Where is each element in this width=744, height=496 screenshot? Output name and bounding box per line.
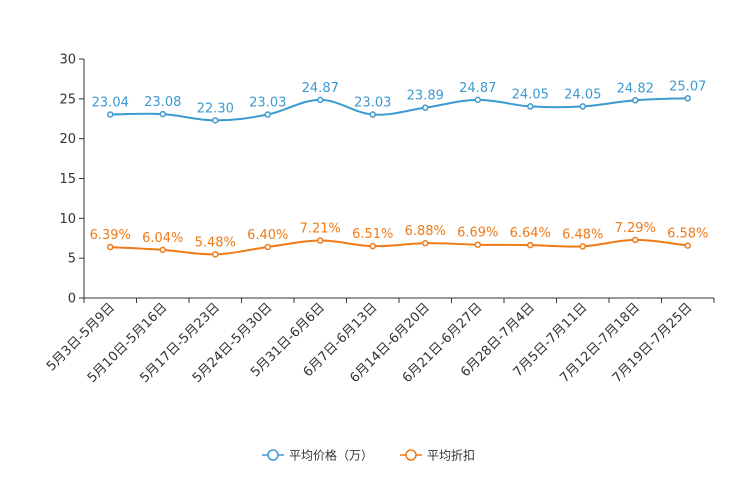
data-point[interactable] <box>107 111 114 118</box>
data-point[interactable] <box>212 251 219 258</box>
data-label: 25.07 <box>669 79 706 94</box>
series-1: 6.39% 6.04% 5.48% 6.40% 7.21% 6.51% 6.88% 6.69%… <box>90 221 708 258</box>
legend-item-1[interactable]: 平均折扣 <box>400 448 475 463</box>
data-point[interactable] <box>159 110 166 118</box>
legend-label: 平均折扣 <box>427 448 475 463</box>
data-point[interactable] <box>474 96 481 104</box>
data-label: 6.88% <box>405 224 446 239</box>
y-tick-label: 30 <box>59 53 76 68</box>
data-label: 6.64% <box>510 226 551 241</box>
data-label: 24.82 <box>617 81 654 96</box>
data-label: 23.08 <box>144 95 181 110</box>
data-label: 23.04 <box>92 95 129 110</box>
legend-item-0[interactable]: 平均价格（万） <box>262 448 373 463</box>
data-label: 6.69% <box>457 226 498 241</box>
data-label: 24.87 <box>459 81 496 96</box>
data-label: 24.05 <box>512 87 549 102</box>
y-tick-label: 10 <box>59 212 76 227</box>
data-point[interactable] <box>422 239 429 247</box>
data-point[interactable] <box>684 95 691 102</box>
series-layer: 23.04 23.08 22.30 23.03 24.87 23.03 23.89 24.87… <box>90 79 708 258</box>
series-line <box>110 97 688 122</box>
data-point[interactable] <box>527 241 534 249</box>
legend-circle-icon <box>267 449 279 461</box>
data-label: 7.29% <box>615 221 656 236</box>
data-label: 23.03 <box>249 96 286 111</box>
data-label: 6.39% <box>90 228 131 243</box>
data-point[interactable] <box>579 243 586 250</box>
y-tick-label: 15 <box>59 172 76 187</box>
data-point[interactable] <box>212 117 219 124</box>
data-point[interactable] <box>422 104 429 111</box>
data-point[interactable] <box>264 111 271 118</box>
data-point[interactable] <box>474 241 481 248</box>
data-label: 24.05 <box>564 87 601 102</box>
data-point[interactable] <box>632 236 639 244</box>
y-axis: 0 5 10 15 20 25 30 <box>59 53 85 307</box>
data-label: 6.40% <box>247 228 288 243</box>
data-label: 7.21% <box>300 222 341 237</box>
data-point[interactable] <box>317 237 324 244</box>
legend-circle-icon <box>405 449 417 461</box>
data-label: 6.58% <box>667 227 708 242</box>
data-label: 22.30 <box>197 101 234 116</box>
series-0: 23.04 23.08 22.30 23.03 24.87 23.03 23.89 24.87… <box>92 79 706 124</box>
data-point[interactable] <box>369 111 376 118</box>
data-label: 6.48% <box>562 227 603 242</box>
x-axis: 5月3日-5月9日5月10日-5月16日5月17日-5月23日5月24日-5月3… <box>44 297 715 386</box>
data-point[interactable] <box>317 96 324 104</box>
data-label: 24.87 <box>302 81 339 96</box>
data-label: 6.51% <box>352 227 393 242</box>
data-label: 23.89 <box>407 89 444 104</box>
y-tick-label: 20 <box>59 132 76 147</box>
y-tick-label: 5 <box>68 252 76 267</box>
data-point[interactable] <box>264 243 271 251</box>
data-point[interactable] <box>107 243 114 251</box>
y-tick-label: 0 <box>68 292 76 307</box>
data-point[interactable] <box>579 103 586 110</box>
data-label: 23.03 <box>354 96 391 111</box>
data-label: 5.48% <box>195 235 236 250</box>
data-point[interactable] <box>684 242 691 249</box>
data-point[interactable] <box>369 242 376 250</box>
data-point[interactable] <box>632 97 639 104</box>
legend[interactable]: 平均价格（万） 平均折扣 <box>262 448 475 463</box>
data-point[interactable] <box>159 246 166 254</box>
series-line <box>110 238 688 256</box>
y-tick-label: 25 <box>59 92 76 107</box>
data-point[interactable] <box>527 103 534 110</box>
data-label: 6.04% <box>142 231 183 246</box>
legend-label: 平均价格（万） <box>289 448 373 463</box>
